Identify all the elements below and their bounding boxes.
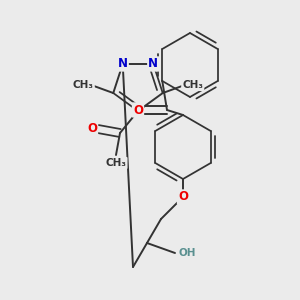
- Text: O: O: [87, 122, 97, 136]
- Text: N: N: [148, 58, 158, 70]
- Text: O: O: [178, 190, 188, 203]
- Text: N: N: [118, 58, 128, 70]
- Text: CH₃: CH₃: [182, 80, 203, 90]
- Text: O: O: [133, 103, 143, 116]
- Text: OH: OH: [178, 248, 196, 258]
- Text: CH₃: CH₃: [73, 80, 94, 90]
- Text: CH₃: CH₃: [106, 158, 127, 168]
